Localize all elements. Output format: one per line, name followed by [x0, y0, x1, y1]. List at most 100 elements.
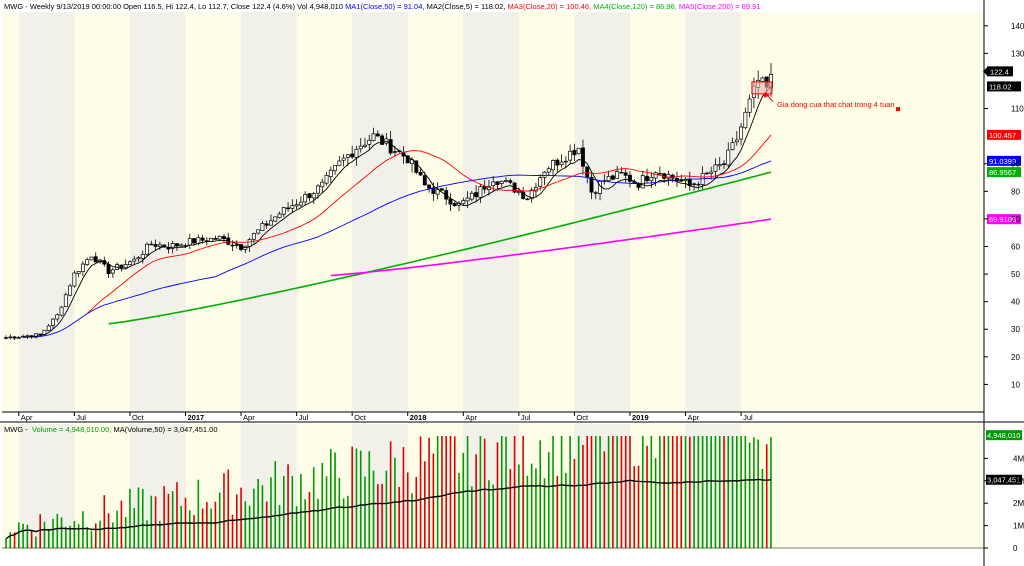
candle-body: [546, 168, 551, 173]
candle-body: [529, 189, 534, 200]
candle-body: [303, 194, 308, 203]
price-candles: [4, 63, 773, 341]
annotation-box: [751, 81, 773, 95]
candle-body: [743, 111, 748, 129]
volume-header: MWG - Volume = 4,948,010.00, MA(Volume,5…: [4, 425, 218, 434]
candle-body: [555, 159, 560, 166]
candle-body: [132, 258, 137, 262]
time-tick-label: Apr: [688, 413, 700, 422]
candle-body: [119, 264, 124, 269]
shade-band: [129, 12, 186, 412]
ma5-legend: MA5(Close,200) = 69.91: [678, 2, 761, 11]
ma-value-label: 69.9106: [989, 215, 1016, 224]
candle-body: [187, 238, 192, 246]
candle-body: [572, 149, 577, 156]
price-tick-label: 90: [1011, 160, 1020, 169]
last-price-pointer: [983, 67, 987, 76]
candle-body: [418, 171, 423, 176]
shade-band: [463, 12, 519, 412]
candle-body: [478, 186, 483, 198]
candle-body: [499, 180, 504, 184]
candle-body: [593, 192, 598, 194]
candle-body: [269, 220, 273, 226]
candle-body: [623, 172, 628, 176]
candle-body: [448, 198, 453, 205]
candle-body: [140, 254, 145, 259]
candle-body: [649, 176, 654, 182]
candle-body: [170, 243, 175, 249]
candle-body: [508, 180, 513, 183]
candle-body: [610, 175, 615, 180]
candle-body: [277, 213, 282, 218]
candle-body: [200, 237, 205, 241]
candle-body: [25, 335, 30, 337]
candle-body: [657, 173, 662, 175]
ma-value-label: 91.0399: [989, 157, 1016, 166]
candle-body: [367, 139, 372, 145]
candle-body: [4, 337, 8, 339]
candle-body: [217, 235, 222, 240]
candle-body: [12, 336, 17, 339]
price-tick-label: 10: [1011, 380, 1020, 389]
candle-body: [328, 169, 333, 177]
candle-body: [123, 264, 128, 269]
candle-body: [153, 243, 158, 247]
candle-body: [80, 263, 85, 272]
volume-tick-label: 1M: [1013, 522, 1024, 531]
candle-body: [722, 163, 726, 165]
candle-body: [405, 155, 410, 164]
candle-body: [606, 176, 611, 182]
ma-value-tag: [987, 214, 1021, 225]
candle-body: [559, 161, 564, 165]
candle-body: [145, 243, 149, 255]
candle-body: [68, 285, 73, 296]
candle-body: [320, 181, 325, 188]
price-header: MWG - Weekly 9/13/2019 00:00:00 Open 116…: [4, 2, 760, 11]
candle-body: [174, 243, 179, 247]
volume-header-prefix: MWG -: [4, 425, 30, 434]
candle-body: [192, 238, 196, 244]
candle-body: [149, 243, 154, 246]
price-tick-label: 130: [1011, 49, 1024, 58]
candle-body: [337, 160, 342, 166]
candle-body: [345, 154, 350, 158]
candle-body: [414, 160, 419, 173]
candle-body: [427, 184, 432, 189]
volume-tick-label: 0: [1013, 544, 1018, 553]
candle-body: [504, 179, 508, 182]
last-price-label: 122.4: [990, 67, 1009, 76]
ma-value-label: 100.457: [989, 131, 1016, 140]
candle-body: [392, 151, 397, 153]
candle-body: [106, 264, 111, 275]
candle-body: [341, 157, 346, 161]
price-tick-label: 110: [1011, 105, 1024, 114]
candle-body: [380, 135, 385, 145]
time-tick-label: Jul: [521, 413, 531, 422]
ma-value-label: 86.9567: [989, 168, 1016, 177]
candle-body: [525, 198, 530, 201]
time-tick-label: Jul: [76, 413, 86, 422]
time-tick-label: 2019: [632, 413, 649, 422]
volume-ma-tag: [986, 474, 1022, 485]
price-tick-label: 40: [1011, 298, 1020, 307]
price-tick-label: 80: [1011, 187, 1020, 196]
candle-body: [256, 229, 261, 234]
candle-body: [640, 175, 645, 189]
ma-value-tag: [987, 155, 1021, 166]
candle-body: [585, 166, 590, 178]
candle-body: [726, 149, 731, 166]
candle-body: [760, 77, 765, 82]
volume-ma-legend: MA(Volume,50) = 3,047,451.00: [113, 425, 218, 434]
candle-body: [495, 181, 500, 185]
candle-body: [375, 133, 380, 137]
candle-body: [157, 244, 162, 247]
shade-band: [574, 12, 630, 412]
candle-body: [563, 160, 568, 163]
candle-body: [704, 172, 709, 175]
candle-body: [542, 171, 547, 178]
candle-body: [311, 193, 316, 199]
candle-body: [46, 325, 51, 331]
ma-value-tag: [987, 129, 1021, 140]
